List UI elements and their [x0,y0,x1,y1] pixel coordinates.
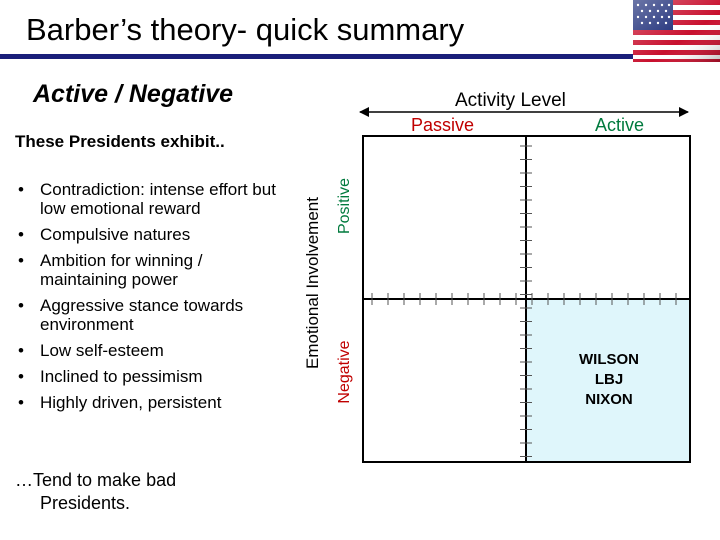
president-name: WILSON [579,351,639,368]
us-flag-icon [633,0,720,62]
trait-item: • Aggressive stance towards environment [15,296,285,334]
emotional-involvement-label: Emotional Involvement [303,197,322,369]
activity-level-title: Activity Level [455,90,566,111]
bullet-marker: • [18,341,24,360]
bullet-marker: • [18,180,24,199]
conclusion-line-2: Presidents. [40,493,131,513]
subtitle-active-negative: Active / Negative [33,80,234,108]
exhibit-heading: These Presidents exhibit.. [15,132,225,151]
trait-text: Aggressive stance towards environment [40,296,244,334]
trait-item: • Low self-esteem [15,341,285,360]
trait-text: Low self-esteem [40,341,164,360]
bullet-marker: • [18,225,24,244]
trait-text: Ambition for winning / maintaining power [40,251,203,289]
title-underline [0,54,720,59]
positive-label: Positive [336,177,353,235]
bullet-marker: • [18,251,24,270]
trait-text: Inclined to pessimism [40,367,203,386]
conclusion-line-1: …Tend to make bad [15,470,177,490]
trait-item: • Contradiction: intense effort but low e… [15,180,285,218]
trait-text: Highly driven, persistent [40,393,222,412]
conclusion-text: …Tend to make bad Presidents. [15,469,255,515]
trait-list: • Contradiction: intense effort but low e… [15,180,285,419]
trait-text: Compulsive natures [40,225,191,244]
bullet-marker: • [18,367,24,386]
president-name: LBJ [594,371,624,388]
bullet-marker: • [18,296,24,315]
quadrant-active-negative [526,299,690,462]
axis-ticks [371,145,677,457]
slide-title: Barber’s theory- quick summary [26,12,465,47]
trait-text: Contradiction: intense effort but low em… [40,180,276,218]
negative-label: Negative [336,340,353,404]
trait-item: • Ambition for winning / maintaining powe… [15,251,285,289]
president-list: WILSON LBJ NIXON [528,350,690,410]
active-label: Active [595,115,645,135]
bullet-marker: • [18,393,24,412]
president-name: NIXON [585,391,633,408]
trait-item: • Compulsive natures [15,225,285,244]
trait-item: • Highly driven, persistent [15,393,285,412]
trait-item: • Inclined to pessimism [15,367,285,386]
passive-label: Passive [411,115,475,135]
